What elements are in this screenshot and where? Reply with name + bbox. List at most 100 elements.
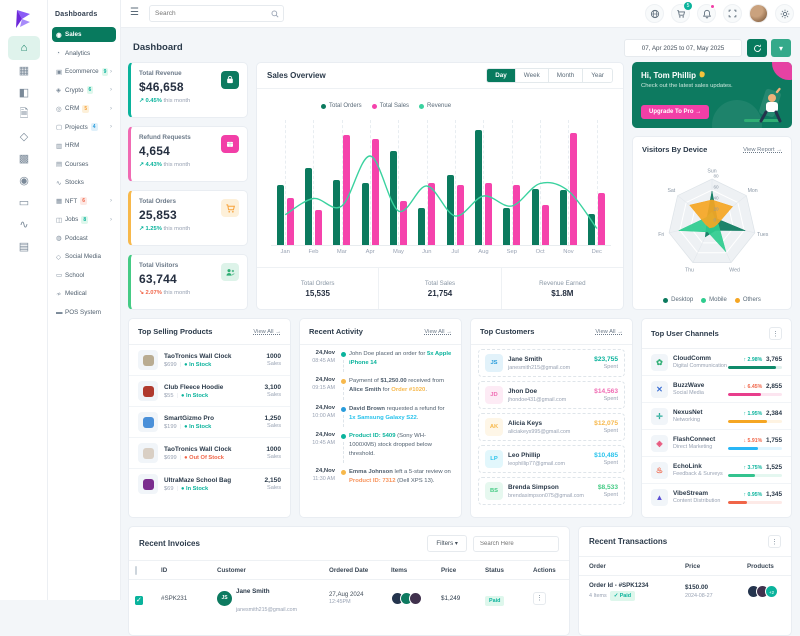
- channel-row[interactable]: ✛ NexusNet Networking ↑ 1.95% 2,384: [642, 403, 791, 430]
- sidebar-item-jobs[interactable]: ◫ Jobs 8 ›: [56, 215, 112, 224]
- status-badge: ✓ Paid: [609, 590, 636, 601]
- refresh-button[interactable]: [747, 39, 767, 57]
- sidebar-item-pos-system[interactable]: ▬ POS System: [56, 308, 102, 316]
- language-globe-icon[interactable]: [645, 4, 664, 23]
- legend-desktop: Desktop: [663, 297, 693, 303]
- date-range-input[interactable]: 07, Apr 2025 to 07, May 2025: [624, 39, 742, 57]
- page-title: Dashboard: [133, 42, 183, 53]
- sales-overview-card: Sales Overview Day Week Month Year Total Or…: [256, 62, 624, 310]
- activity-text: Emma Johnson left a 5-star review on Pro…: [349, 469, 451, 485]
- customer-row[interactable]: AK Alicia Keys aliciakeys995@gmail.com $…: [478, 413, 625, 441]
- fullscreen-icon[interactable]: [723, 4, 742, 23]
- sidebar-item-icon: ◈: [56, 87, 61, 94]
- invoices-search-input[interactable]: [473, 535, 559, 552]
- product-row[interactable]: TaoTronics Wall Clock $699 | ● Out Of Sto…: [129, 438, 290, 469]
- sidebar-item-school[interactable]: ▭ School: [56, 271, 85, 280]
- channel-row[interactable]: ♨ EchoLink Feedback & Surveys ↑ 3.75% 1,…: [642, 457, 791, 484]
- view-all-link[interactable]: View All →: [595, 328, 623, 335]
- hamburger-menu-icon[interactable]: ☰: [130, 7, 139, 18]
- activity-text: Product ID: 5409 (Sony WH-1000XM5) stock…: [349, 432, 432, 458]
- sidebar-item-stocks[interactable]: ∿ Stocks: [56, 179, 84, 187]
- brand-logo[interactable]: [10, 6, 36, 32]
- sidebar-item-social-media[interactable]: ◇ Social Media: [56, 253, 102, 261]
- card-icon[interactable]: ▤: [18, 240, 30, 253]
- stock-status: ● Out Of Stock: [184, 454, 224, 461]
- bar-total-sales: [541, 205, 549, 245]
- sidebar-item-sales[interactable]: ◉ Sales: [52, 27, 116, 42]
- channels-menu-icon[interactable]: ⋮: [769, 327, 782, 340]
- customer-row[interactable]: BS Brenda Simpson brendasimpson075@gmail…: [478, 477, 625, 505]
- product-row[interactable]: TaoTronics Wall Clock $699 | ● In Stock 1…: [129, 345, 290, 376]
- cart-icon[interactable]: 5: [671, 2, 692, 23]
- transactions-menu-icon[interactable]: ⋮: [768, 535, 781, 548]
- product-row[interactable]: UltraMaze School Bag $69 | ● In Stock 2,1…: [129, 469, 290, 499]
- sidebar-item-analytics[interactable]: ◔ Analytics: [56, 49, 91, 57]
- sidebar-item-medical[interactable]: ≁ Medical: [56, 290, 87, 298]
- gift-icon[interactable]: ▩: [18, 152, 30, 165]
- bag-icon: [221, 71, 239, 89]
- recent-activity-title: Recent Activity: [309, 327, 363, 336]
- product-image: [138, 412, 158, 432]
- file-icon[interactable]: 🗎: [19, 107, 29, 120]
- channel-row[interactable]: ▲ VibeStream Content Distribution ↑ 0.95…: [642, 484, 791, 510]
- search-input[interactable]: [150, 10, 271, 17]
- product-thumbnails: +2: [747, 584, 791, 598]
- stock-status: ● In Stock: [180, 392, 209, 399]
- compass-icon[interactable]: ◉: [19, 174, 29, 187]
- dropdown-button[interactable]: ▾: [771, 39, 791, 57]
- tab-week[interactable]: Week: [514, 69, 548, 82]
- product-row[interactable]: Club Fleece Hoodie $55 | ● In Stock 3,100…: [129, 376, 290, 407]
- invoice-row[interactable]: ✓ #SPK231 JS Jane Smith janesmith215@gma…: [129, 580, 569, 613]
- transaction-row[interactable]: Order Id - #SPK1234 4 Items ✓ Paid $150.…: [579, 576, 791, 606]
- wallet-icon[interactable]: ▭: [18, 196, 30, 209]
- channel-row[interactable]: ✕ BuzzWave Social Media ↓ 6.45% 2,855: [642, 376, 791, 403]
- view-all-link[interactable]: View All →: [253, 328, 281, 335]
- customer-avatar: JD: [485, 386, 503, 404]
- home-icon[interactable]: ⌂: [8, 36, 40, 60]
- tab-day[interactable]: Day: [487, 69, 515, 82]
- channel-row[interactable]: ✿ CloudComm Digital Communication ↑ 2.98…: [642, 349, 791, 376]
- tab-month[interactable]: Month: [547, 69, 583, 82]
- user-avatar[interactable]: [749, 4, 768, 23]
- legend-total-orders: Total Orders: [321, 103, 362, 109]
- footer-total-orders: Total Orders 15,535: [300, 279, 335, 298]
- channel-progress-bar: [728, 365, 782, 369]
- view-all-link[interactable]: View All →: [424, 328, 452, 335]
- timeline-dot: [341, 433, 346, 439]
- sidebar-item-projects[interactable]: ▢ Projects 4 ›: [56, 123, 112, 131]
- sidebar-item-hrm[interactable]: ▥ HRM: [56, 142, 80, 150]
- channel-logo-icon: ✛: [651, 407, 668, 425]
- sidebar-item-ecommerce[interactable]: ▣ Ecommerce 9 ›: [56, 67, 112, 76]
- svg-text:Tues: Tues: [757, 232, 769, 238]
- stat-card-refund-requests: Refund Requests 4,654 ↗ 4.43% this month: [128, 126, 248, 182]
- settings-gear-icon[interactable]: [775, 4, 794, 23]
- channel-progress-bar: [728, 473, 782, 477]
- sidebar-item-crypto[interactable]: ◈ Crypto 6 ›: [56, 86, 112, 94]
- view-report-link[interactable]: View Report →: [743, 146, 782, 153]
- sidebar-item-podcast[interactable]: ◍ Podcast: [56, 234, 88, 243]
- tab-year[interactable]: Year: [582, 69, 612, 82]
- sidebar-item-crm[interactable]: ◎ CRM 5 ›: [56, 104, 112, 113]
- sidebar-item-nft[interactable]: ▦ NFT 6 ›: [56, 197, 112, 205]
- customer-row[interactable]: JD Jhon Doe jhondoe431@gmail.com $14,563…: [478, 381, 625, 409]
- apps-grid-icon[interactable]: ▦: [18, 64, 30, 77]
- select-all-checkbox[interactable]: [135, 565, 137, 575]
- row-checkbox[interactable]: ✓: [135, 596, 143, 605]
- product-row[interactable]: SmartGizmo Pro $199 | ● In Stock 1,250 Sa…: [129, 407, 290, 438]
- diamond-icon[interactable]: ◇: [19, 130, 29, 143]
- filters-button[interactable]: Filters ▾: [427, 535, 467, 552]
- notifications-bell-icon[interactable]: [697, 4, 716, 23]
- bar-group-mar: [328, 120, 356, 245]
- layers-icon[interactable]: ◧: [18, 86, 30, 99]
- channel-row[interactable]: ◈ FlashConnect Direct Marketing ↓ 5.91% …: [642, 430, 791, 457]
- bar-total-sales: [314, 210, 322, 245]
- upgrade-to-pro-button[interactable]: Upgrade To Pro →: [641, 105, 710, 119]
- sidebar-item-courses[interactable]: ▤ Courses: [56, 160, 89, 169]
- customer-row[interactable]: JS Jane Smith janesmith215@gmail.com $23…: [478, 349, 625, 377]
- top-customers-card: Top Customers View All → JS Jane Smith j…: [470, 318, 633, 518]
- chart-icon[interactable]: ∿: [19, 218, 29, 231]
- row-actions-icon[interactable]: ⋮: [533, 591, 546, 605]
- bar-total-orders: [333, 180, 341, 245]
- customer-row[interactable]: LP Leo Phillip leophillip77@gmail.com $1…: [478, 445, 625, 473]
- sidebar-item-icon: ▣: [56, 68, 63, 76]
